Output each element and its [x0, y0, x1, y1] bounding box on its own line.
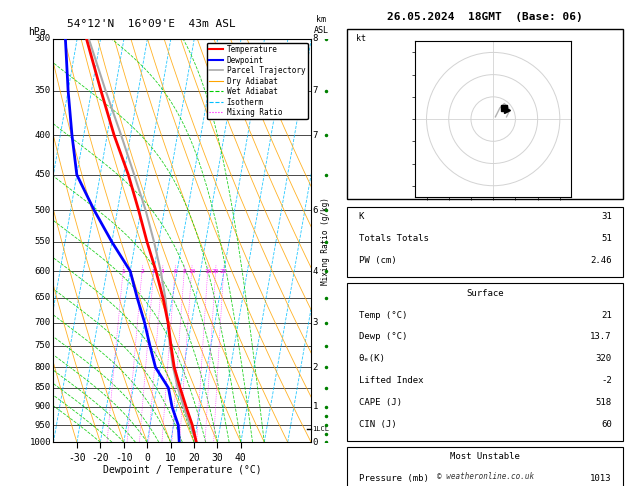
Text: 6: 6 [313, 206, 318, 214]
Text: 8: 8 [313, 35, 318, 43]
Text: 350: 350 [35, 86, 51, 95]
Text: 7: 7 [313, 86, 318, 95]
Text: 320: 320 [596, 354, 612, 364]
Text: 800: 800 [35, 363, 51, 372]
Text: 7: 7 [313, 131, 318, 140]
FancyBboxPatch shape [347, 283, 623, 441]
Text: 21: 21 [601, 311, 612, 320]
Text: 650: 650 [35, 294, 51, 302]
Text: kt: kt [356, 34, 366, 43]
Legend: Temperature, Dewpoint, Parcel Trajectory, Dry Adiabat, Wet Adiabat, Isotherm, Mi: Temperature, Dewpoint, Parcel Trajectory… [207, 43, 308, 120]
Text: 0: 0 [313, 438, 318, 447]
Text: 16: 16 [204, 269, 211, 274]
Text: 700: 700 [35, 318, 51, 327]
Text: 25: 25 [220, 269, 227, 274]
Text: -2: -2 [601, 376, 612, 385]
Text: 750: 750 [35, 341, 51, 350]
Text: Most Unstable: Most Unstable [450, 452, 520, 462]
Text: © weatheronline.co.uk: © weatheronline.co.uk [437, 472, 534, 481]
Text: 300: 300 [35, 35, 51, 43]
Text: Dewp (°C): Dewp (°C) [359, 332, 407, 342]
Text: 2: 2 [313, 363, 318, 372]
Text: CIN (J): CIN (J) [359, 420, 396, 429]
Text: 2.46: 2.46 [590, 256, 612, 265]
Text: Surface: Surface [467, 289, 504, 298]
Text: 1013: 1013 [590, 474, 612, 484]
Text: 20: 20 [212, 269, 220, 274]
Text: Temp (°C): Temp (°C) [359, 311, 407, 320]
Text: 1: 1 [121, 269, 125, 274]
Text: 600: 600 [35, 267, 51, 276]
Text: Totals Totals: Totals Totals [359, 234, 429, 243]
Text: 10: 10 [188, 269, 196, 274]
Text: K: K [359, 212, 364, 222]
Text: 550: 550 [35, 238, 51, 246]
Text: PW (cm): PW (cm) [359, 256, 396, 265]
FancyBboxPatch shape [347, 207, 623, 277]
Text: Mixing Ratio (g/kg): Mixing Ratio (g/kg) [321, 197, 330, 284]
Text: km
ASL: km ASL [314, 16, 329, 35]
Text: 1LCL: 1LCL [312, 426, 329, 432]
Text: 60: 60 [601, 420, 612, 429]
Text: CAPE (J): CAPE (J) [359, 398, 402, 407]
FancyBboxPatch shape [347, 29, 623, 199]
Text: 26.05.2024  18GMT  (Base: 06): 26.05.2024 18GMT (Base: 06) [387, 12, 583, 22]
Text: 8: 8 [182, 269, 186, 274]
Text: 900: 900 [35, 402, 51, 412]
Text: 518: 518 [596, 398, 612, 407]
Text: 450: 450 [35, 170, 51, 179]
Text: 850: 850 [35, 383, 51, 392]
Text: 500: 500 [35, 206, 51, 214]
Text: 3: 3 [313, 318, 318, 327]
FancyBboxPatch shape [347, 447, 623, 486]
Text: 4: 4 [160, 269, 164, 274]
Text: 400: 400 [35, 131, 51, 140]
Text: hPa: hPa [28, 27, 45, 37]
X-axis label: Dewpoint / Temperature (°C): Dewpoint / Temperature (°C) [103, 466, 262, 475]
Text: 1: 1 [313, 402, 318, 412]
Text: 1000: 1000 [30, 438, 51, 447]
Text: Pressure (mb): Pressure (mb) [359, 474, 429, 484]
Text: 2: 2 [140, 269, 144, 274]
Text: 950: 950 [35, 420, 51, 430]
Text: 54°12'N  16°09'E  43m ASL: 54°12'N 16°09'E 43m ASL [67, 19, 236, 29]
Text: 3: 3 [152, 269, 155, 274]
Text: θₑ(K): θₑ(K) [359, 354, 386, 364]
Text: 4: 4 [313, 267, 318, 276]
Text: 51: 51 [601, 234, 612, 243]
Text: 13.7: 13.7 [590, 332, 612, 342]
Text: 6: 6 [173, 269, 177, 274]
Text: Lifted Index: Lifted Index [359, 376, 423, 385]
Text: 31: 31 [601, 212, 612, 222]
